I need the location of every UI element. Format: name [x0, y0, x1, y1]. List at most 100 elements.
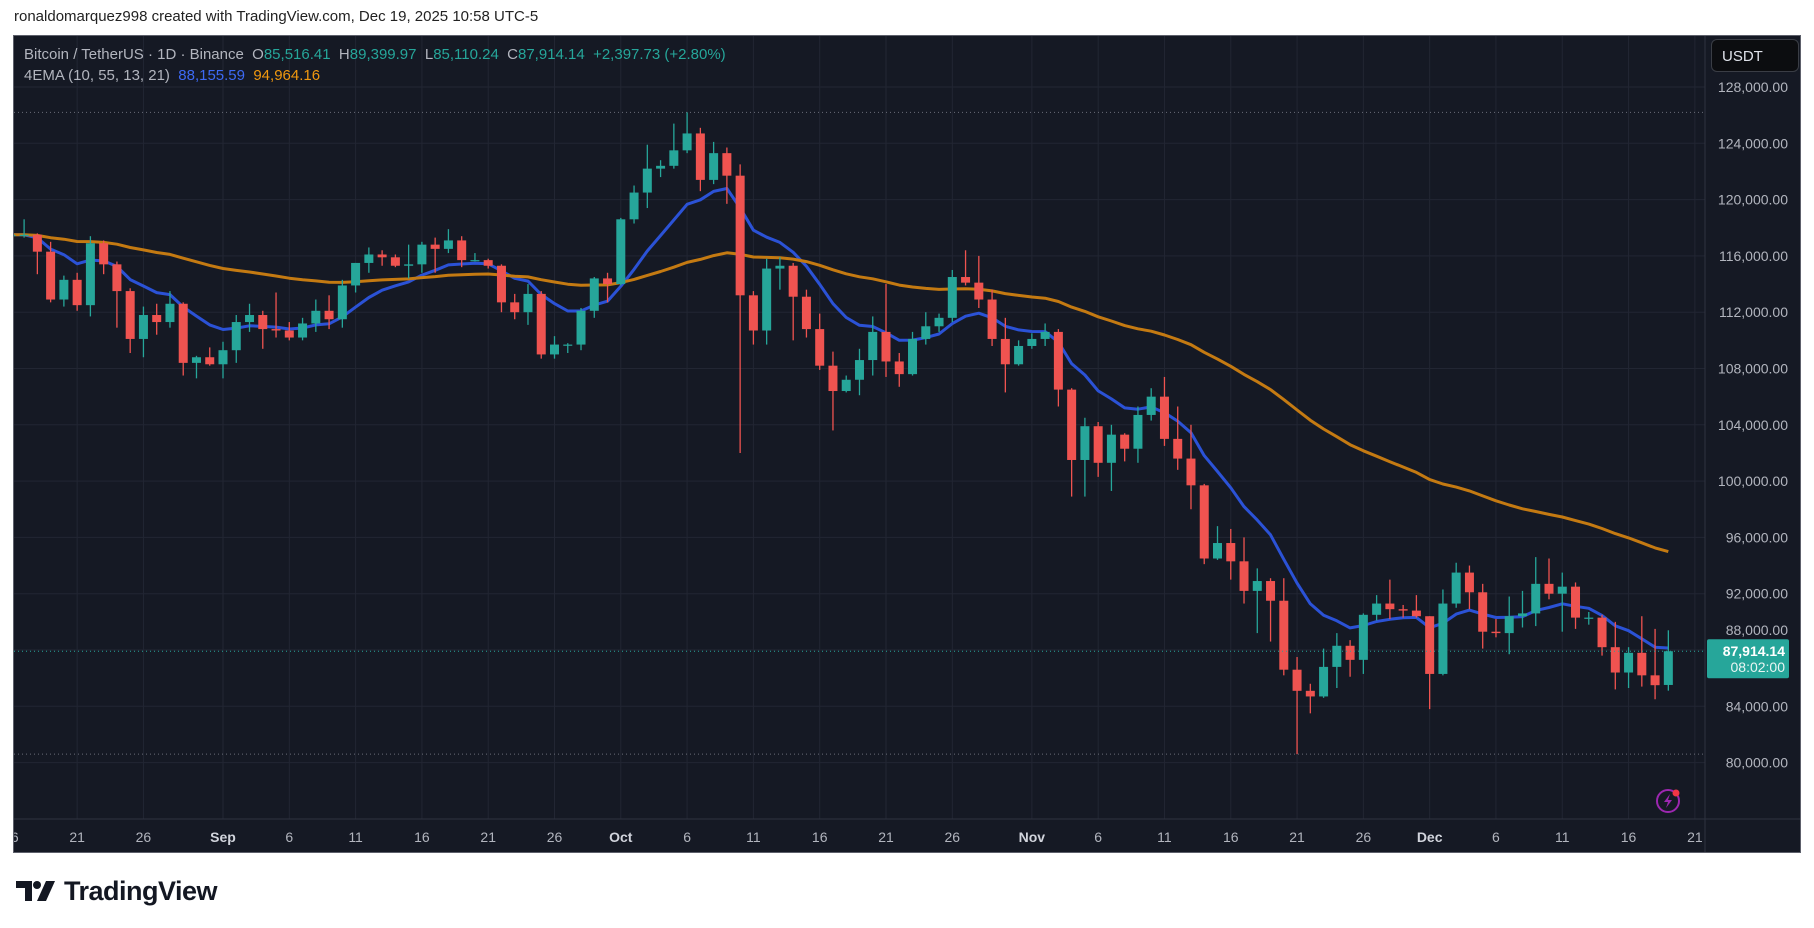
- candle-body: [470, 260, 480, 262]
- candle: [470, 253, 480, 262]
- currency-button[interactable]: USDT: [1711, 39, 1799, 72]
- candle-body: [1213, 543, 1222, 559]
- candle-body: [801, 296, 811, 330]
- candle-body: [1106, 434, 1116, 463]
- candle: [974, 255, 984, 308]
- candle-body: [1027, 338, 1037, 346]
- candle: [1584, 611, 1594, 625]
- candle-body: [1000, 338, 1010, 365]
- grid-lines: [14, 36, 1705, 819]
- candle: [284, 322, 294, 341]
- candle: [1106, 424, 1116, 491]
- candle: [815, 313, 825, 370]
- time-tick-label: Nov: [1019, 829, 1046, 845]
- ema-fast-line: [14, 187, 1669, 650]
- candle-body: [152, 315, 162, 323]
- candle-body: [1584, 617, 1594, 619]
- candle: [616, 217, 626, 286]
- lightning-icon[interactable]: [1656, 789, 1680, 813]
- lightning-icon-ring: [1656, 789, 1680, 813]
- candle-body: [987, 299, 997, 339]
- candle: [762, 258, 772, 345]
- candle-body: [1292, 669, 1302, 691]
- candle-body: [404, 264, 414, 266]
- candle: [1650, 628, 1660, 700]
- candle: [1067, 388, 1077, 497]
- candle-body: [99, 243, 109, 265]
- candle: [1252, 568, 1262, 634]
- candle-body: [165, 303, 175, 323]
- candle-body: [112, 264, 122, 292]
- candle-body: [563, 344, 573, 346]
- price-tick-label: 104,000.00: [1718, 417, 1788, 433]
- candle: [125, 288, 135, 354]
- candle: [1292, 657, 1302, 755]
- tradingview-logo: TradingView: [16, 876, 218, 907]
- candle-body: [854, 360, 864, 380]
- candle: [1199, 483, 1209, 565]
- candle: [669, 123, 679, 169]
- price-axis-background: [1705, 36, 1800, 852]
- time-tick-label: 21: [1289, 829, 1305, 845]
- candle-body: [589, 278, 599, 311]
- candle-body: [974, 282, 984, 300]
- candle-body: [1358, 614, 1368, 660]
- candle-body: [682, 133, 692, 151]
- candle-body: [430, 244, 440, 249]
- candle: [642, 144, 652, 209]
- candle-body: [1597, 617, 1607, 648]
- candle-body: [1504, 616, 1514, 634]
- time-tick-label: 16: [414, 829, 430, 845]
- candle-body: [1319, 666, 1329, 697]
- time-tick-label: 6: [285, 829, 293, 845]
- candle: [788, 262, 798, 341]
- candle-body: [377, 254, 387, 258]
- candle-body: [1067, 389, 1077, 460]
- candle-body: [178, 303, 188, 363]
- open-label: O: [252, 46, 264, 63]
- candle-body: [1438, 603, 1448, 674]
- candle-body: [298, 323, 308, 338]
- candle-body: [1133, 414, 1143, 449]
- candle: [1332, 633, 1342, 689]
- chart-panel[interactable]: 128,000.00 124,000.00 120,000.00 116,000.00…: [13, 35, 1801, 853]
- candle: [1133, 406, 1143, 463]
- candle: [987, 289, 997, 346]
- candle: [656, 160, 666, 178]
- candle: [1053, 329, 1063, 407]
- candle: [112, 261, 122, 328]
- time-tick-label: 26: [945, 829, 961, 845]
- candlestick-chart[interactable]: 128,000.00 124,000.00 120,000.00 116,000.00…: [14, 36, 1801, 853]
- candle: [152, 303, 162, 335]
- price-tick-label: 120,000.00: [1718, 192, 1788, 208]
- candle-body: [669, 150, 679, 166]
- indicator-title[interactable]: 4EMA (10, 55, 13, 21): [24, 67, 170, 84]
- candle: [1080, 417, 1090, 497]
- symbol-title[interactable]: Bitcoin / TetherUS · 1D · Binance: [24, 46, 244, 63]
- candle: [536, 291, 546, 359]
- candle-body: [1120, 434, 1130, 449]
- candle: [298, 317, 308, 341]
- candle: [1358, 613, 1368, 674]
- candle: [1610, 621, 1620, 690]
- candle: [934, 313, 944, 332]
- candle-body: [1385, 603, 1395, 610]
- candle: [351, 262, 361, 293]
- candle: [377, 250, 387, 266]
- candle: [1571, 582, 1581, 629]
- candle-body: [788, 265, 798, 297]
- candle: [1385, 579, 1395, 620]
- candle: [1186, 424, 1196, 510]
- candle-body: [629, 192, 639, 220]
- close-value: 87,914.14: [518, 46, 585, 63]
- candle: [695, 127, 705, 192]
- candle: [218, 341, 228, 379]
- candle: [271, 292, 281, 338]
- candle-body: [32, 234, 42, 252]
- low-value: 85,110.24: [433, 46, 499, 63]
- candle: [138, 306, 148, 358]
- candle: [1146, 388, 1156, 421]
- candle-body: [523, 293, 533, 313]
- candle-body: [894, 361, 904, 375]
